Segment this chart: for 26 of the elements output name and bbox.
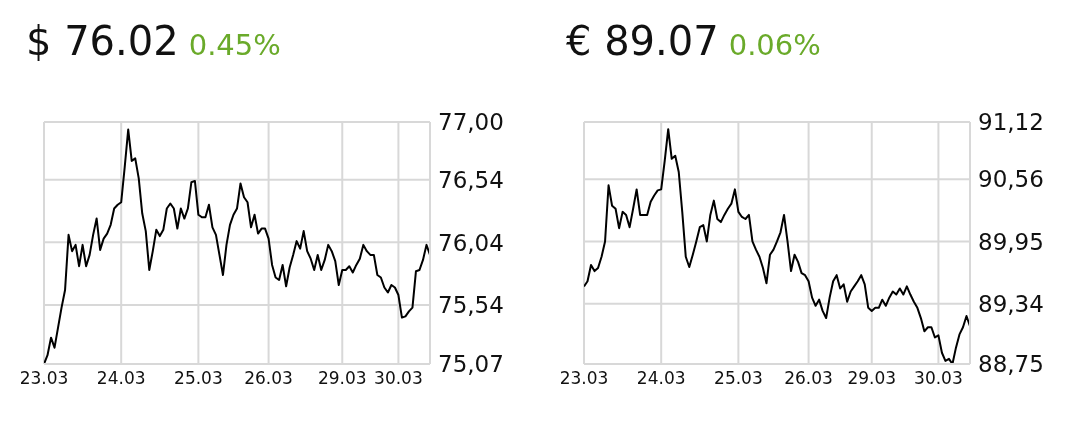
y-tick-label: 75,07 <box>438 351 504 378</box>
x-tick-label: 23.03 <box>559 368 609 389</box>
chart-subtitle: 0.06% <box>728 28 821 62</box>
x-tick-label: 29.03 <box>847 368 897 389</box>
y-tick-label: 89,95 <box>978 228 1044 255</box>
y-tick-label: 88,75 <box>978 351 1044 378</box>
x-tick-label: 25.03 <box>174 368 223 389</box>
x-tick-label: 24.03 <box>96 368 146 389</box>
x-tick-label: 26.03 <box>784 368 833 389</box>
x-tick-label: 30.03 <box>374 368 423 389</box>
x-tick-label: 29.03 <box>317 368 367 389</box>
x-tick-label: 25.03 <box>714 368 763 389</box>
y-tick-label: 90,56 <box>978 166 1044 193</box>
y-tick-label: 77,00 <box>438 109 504 136</box>
chart-title: € 89.07 <box>566 18 719 64</box>
y-tick-label: 91,12 <box>978 109 1044 136</box>
chart-title: $ 76.02 <box>26 18 179 64</box>
y-tick-label: 75,54 <box>438 292 504 319</box>
x-tick-label: 23.03 <box>19 368 69 389</box>
x-tick-label: 24.03 <box>636 368 686 389</box>
chart-subtitle: 0.45% <box>188 28 281 62</box>
x-tick-label: 30.03 <box>914 368 963 389</box>
y-tick-label: 76,04 <box>438 229 504 256</box>
x-tick-label: 26.03 <box>244 368 293 389</box>
y-tick-label: 89,34 <box>978 290 1044 317</box>
y-tick-label: 76,54 <box>438 166 504 193</box>
